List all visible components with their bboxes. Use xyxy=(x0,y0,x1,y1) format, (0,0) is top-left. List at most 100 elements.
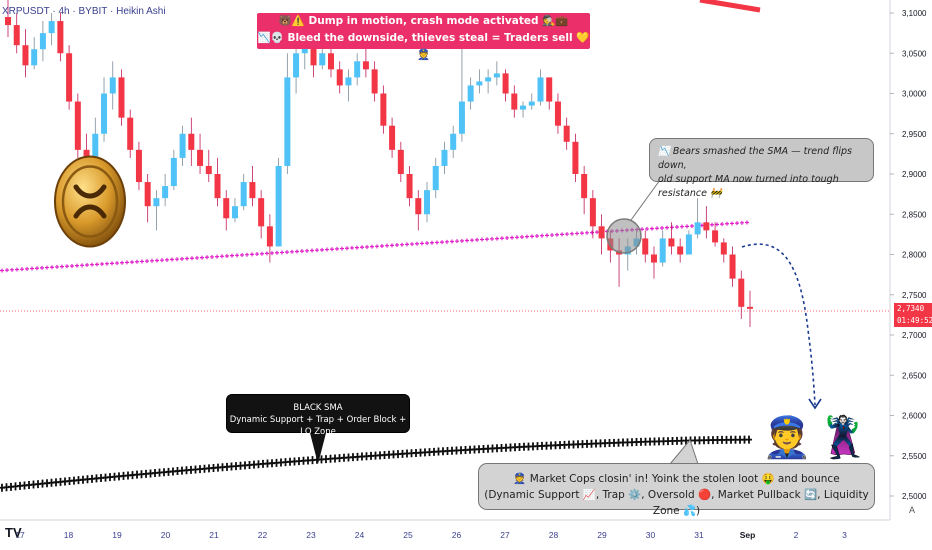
candle xyxy=(127,109,134,158)
corner-red-line xyxy=(699,0,761,13)
candle xyxy=(650,246,657,279)
candle-body xyxy=(589,198,596,227)
pink-sma-point xyxy=(315,248,319,253)
candle-body xyxy=(685,234,692,255)
bears-note-line-1: 📉 Bears smashed the SMA — trend flips do… xyxy=(658,146,852,171)
candle-body xyxy=(502,73,509,94)
pink-sma-point xyxy=(510,235,514,240)
candle-body xyxy=(74,101,81,150)
pink-sma-point xyxy=(105,261,109,266)
candle xyxy=(153,190,160,231)
candle xyxy=(389,117,396,158)
candle-body xyxy=(738,278,745,307)
candle-body xyxy=(92,133,99,174)
pink-sma-point xyxy=(155,258,159,263)
y-tick-label: 2,7500 xyxy=(902,291,927,300)
pink-sma-point xyxy=(465,238,469,243)
candle xyxy=(415,190,422,231)
candle-body xyxy=(170,157,177,187)
x-tick-label: 19 xyxy=(112,530,122,540)
x-tick-label: 20 xyxy=(161,530,171,540)
candle xyxy=(476,69,483,94)
candle-body xyxy=(188,133,195,150)
auto-scale-toggle[interactable]: A xyxy=(908,505,915,515)
candle xyxy=(467,77,474,110)
pink-sma-point xyxy=(260,251,264,256)
candle-body xyxy=(476,81,483,86)
candle-body xyxy=(729,254,736,279)
pink-sma-point xyxy=(670,225,674,230)
pink-sma-point xyxy=(420,241,424,246)
candle xyxy=(458,45,465,142)
symbol-info[interactable]: XRPUSDT · 4h · BYBIT · Heikin Ashi xyxy=(2,6,166,17)
candle-body xyxy=(677,246,684,255)
candle-body xyxy=(415,198,422,215)
pink-sma-point xyxy=(55,264,59,269)
candle xyxy=(659,230,666,267)
last-price-label: 2,7340 xyxy=(897,304,925,313)
cop-figure-icon: 👮 xyxy=(762,415,812,461)
pink-sma-point xyxy=(710,222,714,227)
candle xyxy=(170,149,177,191)
candle xyxy=(441,141,448,174)
pink-sma-point xyxy=(235,253,239,258)
candle-body xyxy=(223,198,230,219)
pink-sma-point xyxy=(300,249,304,254)
pink-sma-point xyxy=(640,227,644,232)
pink-sma-point xyxy=(735,221,739,226)
candle xyxy=(144,174,151,223)
y-tick-label: 2,5500 xyxy=(902,452,927,461)
candle xyxy=(380,85,387,134)
x-tick-label: 29 xyxy=(597,530,607,540)
pink-sma-point xyxy=(400,242,404,247)
pink-sma-point xyxy=(355,245,359,250)
pink-sma-point xyxy=(560,232,564,237)
pink-sma-point xyxy=(415,241,419,246)
candle xyxy=(266,214,273,263)
candle xyxy=(48,13,55,46)
candle-body xyxy=(424,190,431,215)
candle xyxy=(162,174,169,207)
candle-body xyxy=(22,45,29,66)
sma-note-pointer xyxy=(310,433,326,464)
candle xyxy=(668,222,675,255)
candle xyxy=(703,206,710,239)
pink-sma-point xyxy=(525,234,529,239)
pink-sma-point xyxy=(645,226,649,231)
candle-body xyxy=(747,306,753,309)
y-tick-label: 2,5000 xyxy=(902,492,927,501)
cops-note-pointer xyxy=(668,438,699,465)
pink-sma-point xyxy=(225,253,229,258)
pink-sma-point xyxy=(740,220,744,225)
candle-body xyxy=(537,77,544,102)
bears-note: 📉 Bears smashed the SMA — trend flips do… xyxy=(649,138,874,199)
tradingview-logo[interactable]: TV xyxy=(5,525,22,540)
y-axis: 2,5000 2,5500 2,6000 2,6500 2,7000 2,7500 2,80… xyxy=(890,9,927,501)
sma-note-title: BLACK SMA xyxy=(293,403,343,413)
pink-sma-point xyxy=(385,243,389,248)
candle-body xyxy=(450,133,457,150)
candle-body xyxy=(397,149,404,174)
candle xyxy=(74,93,81,158)
candle xyxy=(406,165,413,207)
candle xyxy=(581,165,588,215)
candle xyxy=(5,0,11,38)
candle xyxy=(589,190,596,239)
candle xyxy=(275,157,282,247)
y-tick-label: 2,9500 xyxy=(902,130,927,139)
pink-sma-point xyxy=(345,246,349,251)
last-price-badge: 2,7340 01:49:52 xyxy=(894,303,932,327)
candle-body xyxy=(179,133,186,158)
pink-sma-point xyxy=(90,262,94,267)
candle xyxy=(642,230,649,263)
candle xyxy=(397,141,404,183)
pink-sma-point xyxy=(475,237,479,242)
pink-sma-point xyxy=(40,265,44,270)
x-tick-label: 31 xyxy=(694,530,704,540)
pink-sma-point xyxy=(160,258,164,263)
candle xyxy=(371,61,378,102)
pink-sma-point xyxy=(350,245,354,250)
pink-sma-point xyxy=(495,236,499,241)
y-tick-label: 2,7000 xyxy=(902,331,927,340)
